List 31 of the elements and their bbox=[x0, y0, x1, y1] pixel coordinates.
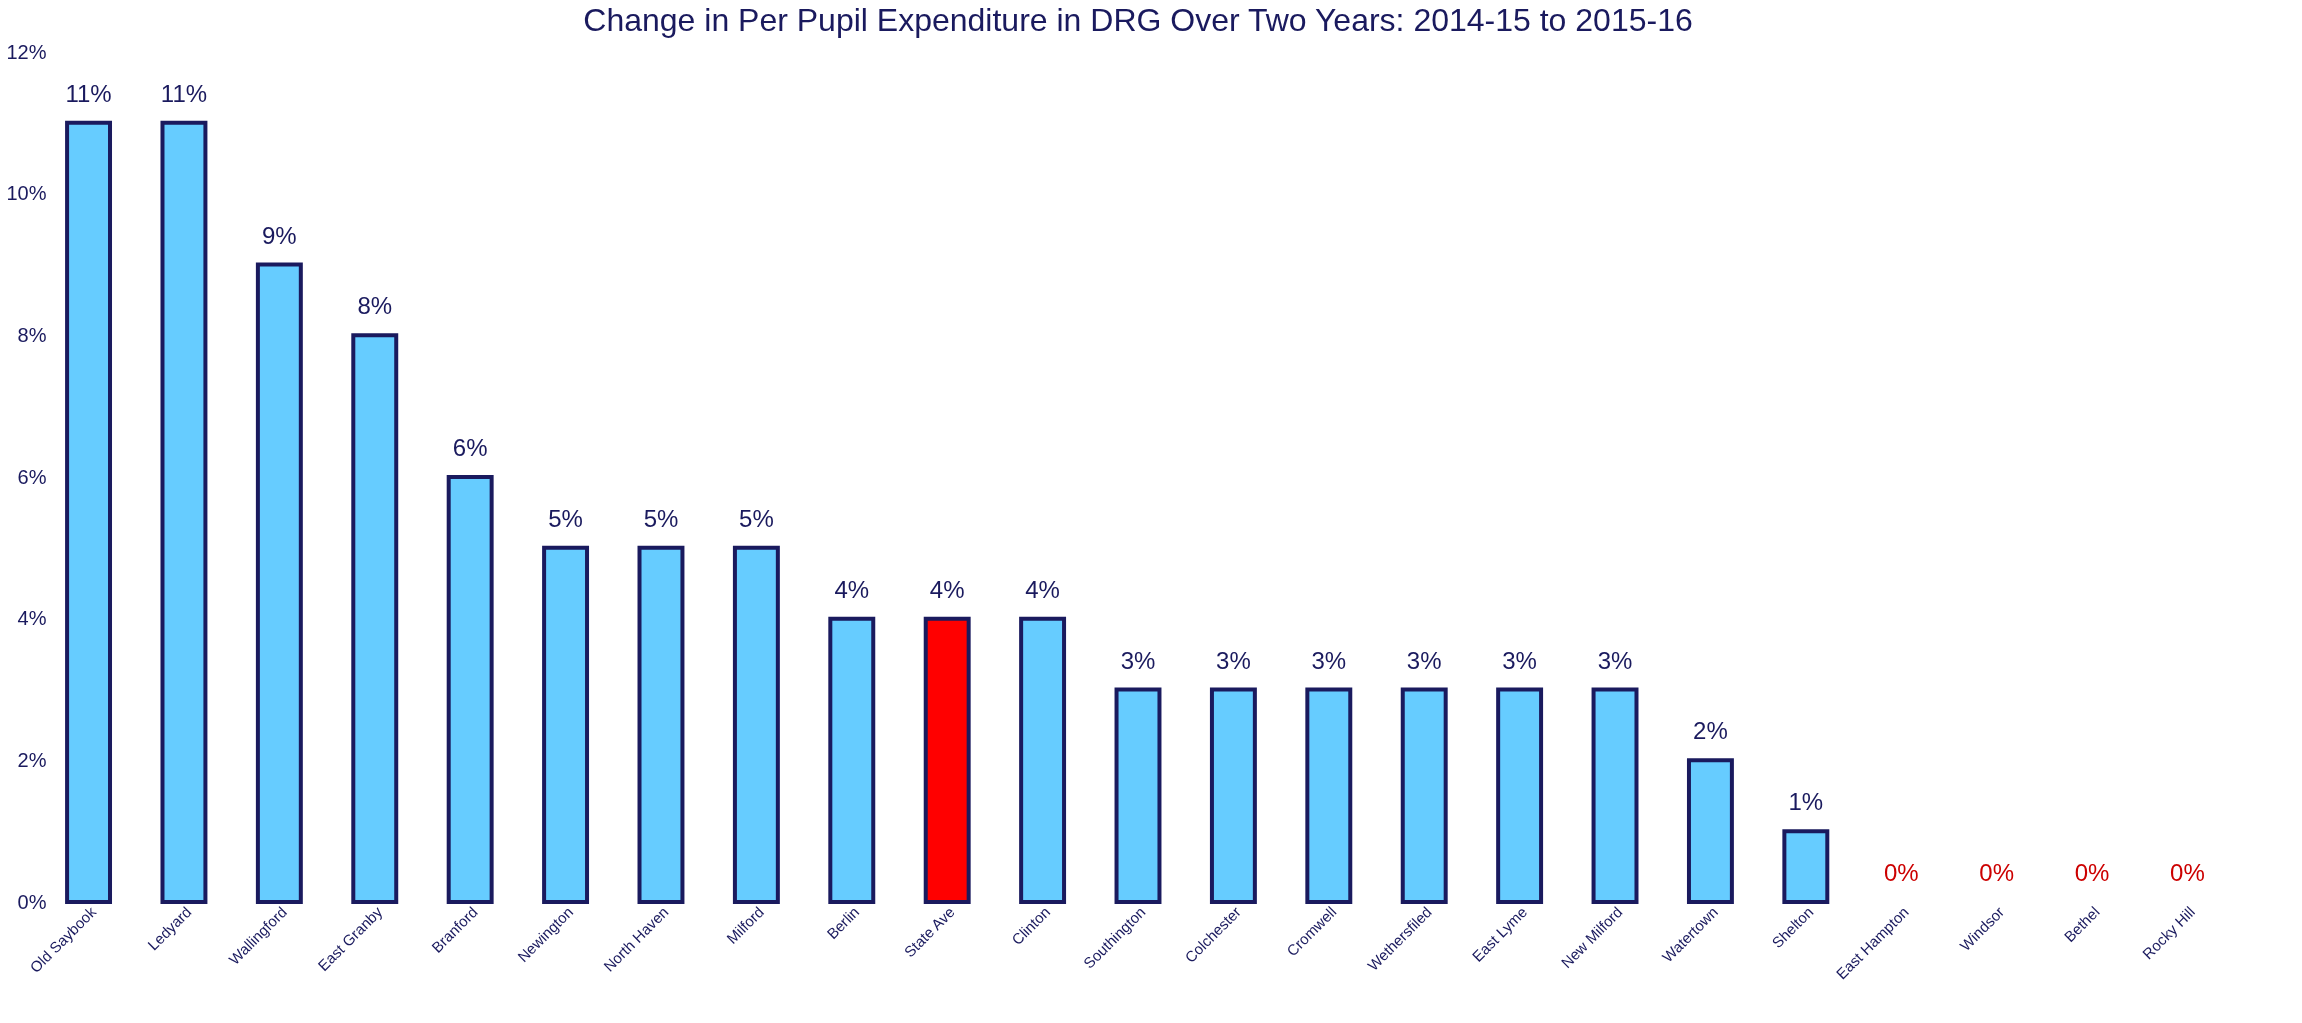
y-tick-label: 12% bbox=[6, 40, 47, 63]
data-label: 3% bbox=[1597, 646, 1633, 674]
data-label: 5% bbox=[739, 504, 774, 532]
data-label: 11% bbox=[65, 79, 112, 107]
data-label: 3% bbox=[1311, 646, 1347, 674]
data-label: 3% bbox=[1216, 646, 1251, 674]
data-label: 5% bbox=[548, 504, 583, 532]
data-label: 8% bbox=[357, 292, 393, 320]
y-tick-label: 2% bbox=[17, 748, 47, 771]
data-label: 0% bbox=[2170, 859, 2205, 886]
data-label: 0% bbox=[2074, 859, 2110, 886]
data-label: 3% bbox=[1406, 646, 1442, 674]
y-tick-label: 0% bbox=[17, 890, 47, 913]
data-label: 4% bbox=[929, 575, 965, 603]
data-label: 3% bbox=[1120, 646, 1156, 674]
data-label: 6% bbox=[452, 434, 488, 461]
data-label: 4% bbox=[1025, 575, 1060, 603]
data-label: 0% bbox=[1883, 859, 1919, 886]
chart-title: Change in Per Pupil Expenditure in DRG Over Two Years: 2014-15 to 2015-16 bbox=[583, 2, 1693, 38]
data-label: 1% bbox=[1788, 788, 1824, 816]
data-label: 5% bbox=[643, 504, 679, 532]
data-label: 11% bbox=[160, 79, 208, 107]
y-tick-label: 8% bbox=[17, 323, 47, 346]
data-label: 3% bbox=[1502, 646, 1537, 674]
y-tick-label: 10% bbox=[6, 182, 47, 205]
y-tick-label: 6% bbox=[17, 465, 47, 488]
data-label: 2% bbox=[1693, 717, 1728, 745]
data-label: 9% bbox=[262, 221, 297, 249]
data-label: 4% bbox=[834, 575, 870, 603]
y-tick-label: 4% bbox=[17, 607, 47, 630]
data-label: 0% bbox=[1979, 859, 2014, 886]
